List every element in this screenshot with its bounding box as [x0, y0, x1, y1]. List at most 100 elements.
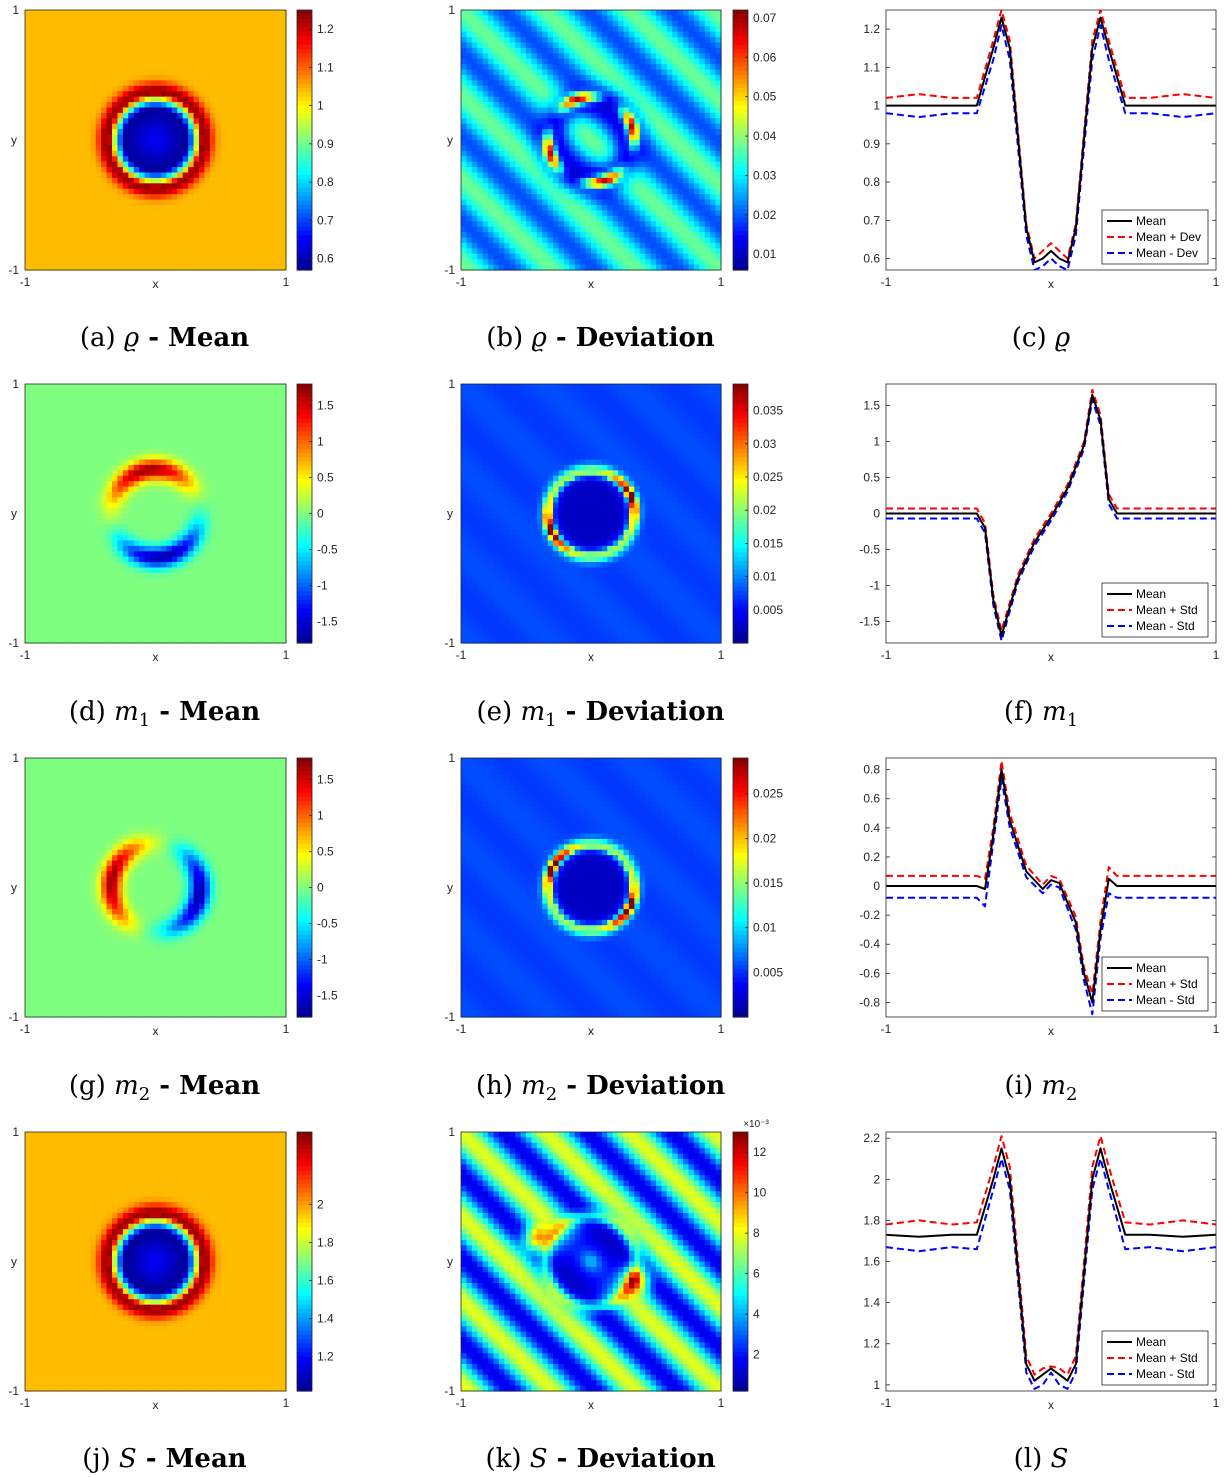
heatmap-cell — [618, 259, 625, 266]
heatmap-cell — [612, 167, 619, 174]
heatmap-cell — [25, 129, 32, 136]
heatmap-cell — [231, 215, 238, 222]
heatmap-cell — [547, 221, 554, 228]
heatmap-cell — [710, 47, 717, 54]
heatmap-cell — [90, 26, 97, 33]
heatmap-cell — [35, 205, 42, 212]
heatmap-cell — [482, 31, 489, 38]
heatmap-cell — [488, 80, 495, 87]
heatmap-cell — [41, 91, 48, 98]
heatmap-cell — [715, 31, 722, 38]
heatmap-cell — [204, 53, 211, 60]
heatmap-cell — [269, 232, 276, 239]
heatmap-cell — [79, 26, 86, 33]
heatmap-cell — [155, 389, 162, 396]
heatmap-cell — [666, 53, 673, 60]
colorbar-cell — [297, 53, 312, 59]
heatmap-cell — [220, 123, 227, 130]
heatmap-cell — [30, 15, 37, 22]
heatmap-cell — [247, 237, 254, 244]
heatmap-cell — [666, 167, 673, 174]
heatmap-cell — [177, 118, 184, 125]
heatmap-cell — [215, 123, 222, 130]
heatmap-cell — [526, 47, 533, 54]
heatmap-cell — [650, 64, 657, 71]
heatmap-cell — [112, 53, 119, 60]
heatmap-cell — [95, 37, 102, 44]
heatmap-cell — [106, 75, 113, 82]
heatmap-cell — [84, 58, 91, 65]
heatmap-cell — [150, 64, 157, 71]
heatmap-cell — [466, 129, 473, 136]
heatmap-cell — [106, 232, 113, 239]
heatmap-cell — [585, 248, 592, 255]
heatmap-cell — [199, 42, 206, 49]
heatmap-cell — [84, 210, 91, 217]
heatmap-cell — [112, 80, 119, 87]
heatmap-cell — [101, 237, 108, 244]
heatmap-cell — [90, 156, 97, 163]
heatmap-cell — [84, 91, 91, 98]
heatmap-cell — [547, 145, 554, 152]
heatmap-cell — [133, 15, 140, 22]
heatmap-cell — [155, 232, 162, 239]
heatmap-cell — [226, 248, 233, 255]
colorbar-cell — [297, 131, 312, 137]
heatmap-cell — [160, 188, 167, 195]
heatmap-cell — [488, 248, 495, 255]
heatmap-cell — [471, 259, 478, 266]
heatmap-cell — [656, 10, 663, 17]
heatmap-cell — [41, 69, 48, 76]
heatmap-cell — [710, 140, 717, 147]
heatmap-cell — [150, 226, 157, 233]
heatmap-cell — [688, 172, 695, 179]
heatmap-cell — [237, 264, 244, 271]
heatmap-cell — [177, 199, 184, 206]
heatmap-cell — [634, 107, 641, 114]
heatmap-cell — [30, 205, 37, 212]
heatmap-cell — [90, 37, 97, 44]
colorbar-cell — [297, 226, 312, 232]
heatmap-cell — [526, 58, 533, 65]
heatmap-cell — [209, 253, 216, 260]
heatmap-cell — [171, 183, 178, 190]
heatmap-cell — [231, 210, 238, 217]
heatmap-cell — [79, 112, 86, 119]
heatmap-cell — [46, 172, 53, 179]
heatmap-cell — [569, 221, 576, 228]
heatmap-cell — [258, 85, 265, 92]
heatmap-cell — [253, 221, 260, 228]
heatmap-cell — [531, 64, 538, 71]
heatmap-cell — [461, 37, 468, 44]
heatmap-cell — [515, 226, 522, 233]
heatmap-cell — [101, 226, 108, 233]
heatmap-cell — [166, 264, 173, 271]
heatmap-cell — [237, 91, 244, 98]
heatmap-cell — [623, 232, 630, 239]
heatmap-cell — [471, 31, 478, 38]
heatmap-cell — [639, 242, 646, 249]
heatmap-cell — [155, 47, 162, 54]
heatmap-cell — [275, 69, 282, 76]
heatmap-cell — [612, 112, 619, 119]
heatmap-cell — [526, 237, 533, 244]
heatmap-cell — [209, 123, 216, 130]
heatmap-cell — [661, 42, 668, 49]
heatmap-cell — [155, 91, 162, 98]
heatmap-cell — [193, 188, 200, 195]
heatmap-cell — [275, 145, 282, 152]
heatmap-cell — [258, 140, 265, 147]
heatmap-cell — [242, 242, 249, 249]
heatmap-cell — [520, 264, 527, 271]
heatmap-cell — [520, 37, 527, 44]
heatmap-cell — [704, 37, 711, 44]
heatmap-cell — [515, 221, 522, 228]
heatmap-cell — [520, 156, 527, 163]
heatmap-cell — [650, 15, 657, 22]
heatmap-cell — [580, 47, 587, 54]
heatmap-cell — [220, 194, 227, 201]
heatmap-cell — [482, 134, 489, 141]
colorbar-cell — [733, 62, 748, 67]
heatmap-cell — [623, 123, 630, 130]
heatmap-cell — [618, 215, 625, 222]
